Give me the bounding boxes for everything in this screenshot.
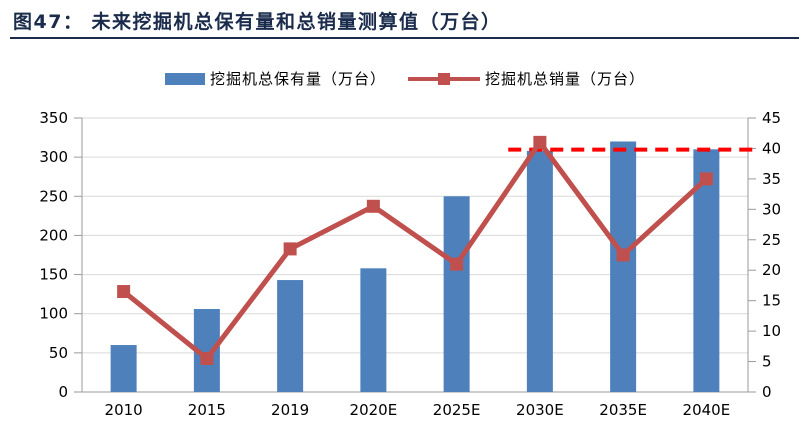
- bar-series-swatch-icon: [164, 72, 205, 85]
- legend-label-holdings: 挖掘机总保有量（万台）: [209, 70, 386, 88]
- svg-text:150: 150: [39, 266, 68, 284]
- svg-text:40: 40: [762, 139, 781, 157]
- svg-text:30: 30: [762, 200, 781, 218]
- svg-text:350: 350: [39, 109, 68, 127]
- svg-text:35: 35: [762, 170, 781, 188]
- legend-item-sales: 挖掘机总销量（万台）: [408, 68, 645, 89]
- svg-text:300: 300: [39, 148, 68, 166]
- svg-text:250: 250: [39, 187, 68, 205]
- svg-text:45: 45: [762, 109, 781, 127]
- svg-text:2040E: 2040E: [683, 401, 731, 419]
- svg-text:50: 50: [49, 344, 68, 362]
- svg-text:25: 25: [762, 231, 781, 249]
- svg-text:2019: 2019: [271, 401, 309, 419]
- legend-item-holdings: 挖掘机总保有量（万台）: [164, 68, 386, 89]
- svg-text:15: 15: [762, 292, 781, 310]
- title-underline: [10, 37, 799, 39]
- line-series-swatch-icon: [408, 72, 480, 86]
- svg-text:2025E: 2025E: [433, 401, 481, 419]
- svg-text:2010: 2010: [105, 401, 143, 419]
- svg-text:20: 20: [762, 261, 781, 279]
- figure-title: 图47： 未来挖掘机总保有量和总销量测算值（万台）: [13, 11, 502, 33]
- svg-text:10: 10: [762, 322, 781, 340]
- svg-text:2035E: 2035E: [599, 401, 647, 419]
- svg-text:5: 5: [762, 353, 772, 371]
- svg-text:100: 100: [39, 305, 68, 323]
- svg-text:2015: 2015: [188, 401, 226, 419]
- svg-text:2030E: 2030E: [516, 401, 564, 419]
- svg-text:0: 0: [58, 383, 68, 401]
- line-swatch-marker: [438, 72, 450, 85]
- svg-text:0: 0: [762, 383, 772, 401]
- svg-text:2020E: 2020E: [350, 401, 398, 419]
- legend-label-sales: 挖掘机总销量（万台）: [485, 70, 646, 88]
- svg-text:200: 200: [39, 226, 68, 244]
- chart-legend: 挖掘机总保有量（万台） 挖掘机总销量（万台）: [0, 68, 810, 89]
